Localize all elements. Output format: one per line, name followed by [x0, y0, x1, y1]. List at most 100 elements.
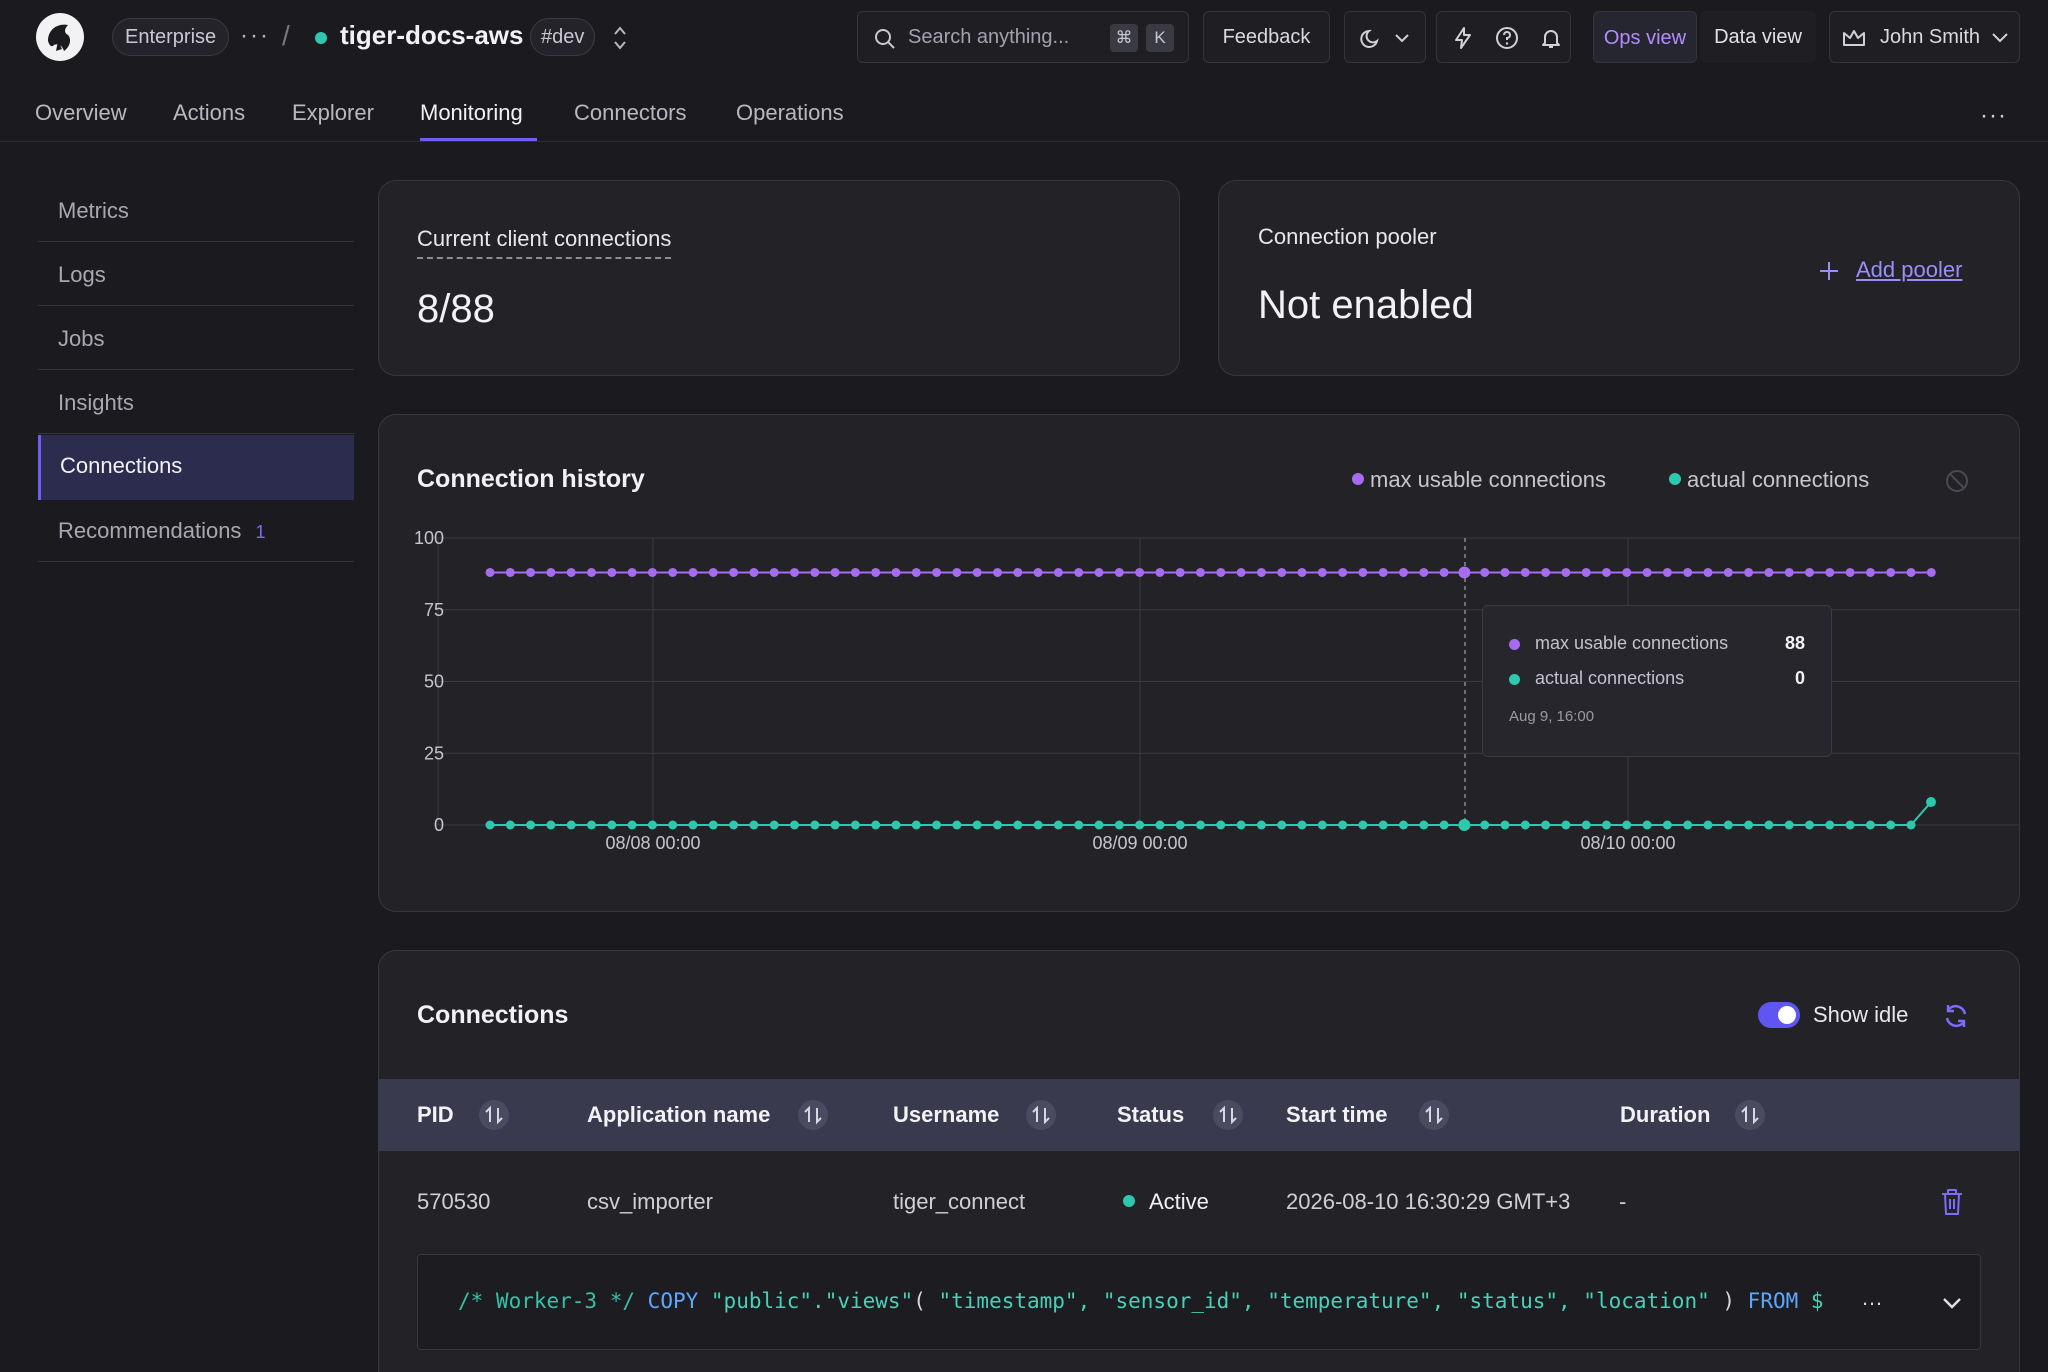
- point-max-usable[interactable]: [546, 567, 556, 577]
- legend-actual[interactable]: actual connections: [1669, 467, 1869, 493]
- point-max-usable[interactable]: [1135, 567, 1145, 577]
- sidebar-item-recommendations[interactable]: Recommendations 1: [38, 500, 354, 562]
- point-max-usable[interactable]: [1378, 567, 1388, 577]
- point-actual[interactable]: [993, 820, 1002, 830]
- point-max-usable[interactable]: [749, 567, 759, 577]
- point-actual[interactable]: [1114, 820, 1124, 830]
- point-max-usable[interactable]: [1399, 567, 1408, 577]
- sort-icon[interactable]: [797, 1099, 829, 1131]
- point-max-usable[interactable]: [1317, 567, 1327, 577]
- point-actual[interactable]: [769, 820, 779, 830]
- sort-icon[interactable]: [1734, 1099, 1766, 1131]
- sidebar-item-logs[interactable]: Logs: [38, 244, 354, 306]
- point-actual[interactable]: [932, 820, 942, 830]
- point-actual[interactable]: [647, 820, 657, 830]
- point-max-usable[interactable]: [708, 567, 718, 577]
- show-idle-toggle[interactable]: [1758, 1002, 1800, 1028]
- point-actual[interactable]: [1236, 820, 1246, 830]
- legend-max-usable[interactable]: max usable connections: [1352, 467, 1606, 493]
- point-actual[interactable]: [485, 820, 495, 830]
- search-input[interactable]: Search anything... ⌘ K: [857, 11, 1189, 63]
- point-max-usable[interactable]: [1561, 567, 1571, 577]
- point-actual[interactable]: [871, 820, 881, 830]
- user-menu-button[interactable]: John Smith: [1829, 11, 2020, 63]
- point-actual[interactable]: [505, 820, 515, 830]
- point-max-usable[interactable]: [1703, 567, 1713, 577]
- point-max-usable[interactable]: [1033, 567, 1043, 577]
- point-max-usable[interactable]: [1236, 567, 1246, 577]
- column-duration[interactable]: Duration: [1620, 1102, 1711, 1127]
- point-max-usable[interactable]: [911, 567, 921, 577]
- point-actual[interactable]: [810, 820, 820, 830]
- point-max-usable[interactable]: [668, 567, 678, 577]
- column-pid[interactable]: PID: [417, 1102, 454, 1127]
- point-max-usable[interactable]: [1155, 567, 1165, 577]
- point-max-usable[interactable]: [1825, 567, 1835, 577]
- point-actual[interactable]: [587, 820, 596, 830]
- point-actual[interactable]: [1825, 820, 1835, 830]
- ops-view-tab[interactable]: Ops view: [1593, 11, 1697, 63]
- point-actual[interactable]: [972, 820, 982, 830]
- bell-icon[interactable]: [1539, 26, 1563, 50]
- point-actual[interactable]: [1764, 820, 1774, 830]
- tab-operations[interactable]: Operations: [736, 100, 844, 125]
- point-actual[interactable]: [668, 820, 678, 830]
- point-actual[interactable]: [1805, 820, 1814, 830]
- point-max-usable[interactable]: [1662, 567, 1672, 577]
- project-switcher-icon[interactable]: [610, 24, 630, 52]
- point-max-usable[interactable]: [688, 567, 698, 577]
- point-actual[interactable]: [729, 820, 739, 830]
- point-actual[interactable]: [1642, 820, 1652, 830]
- point-max-usable[interactable]: [1622, 567, 1632, 577]
- plus-icon[interactable]: [1818, 260, 1840, 282]
- refresh-icon[interactable]: [1942, 1002, 1970, 1030]
- point-actual[interactable]: [911, 820, 921, 830]
- point-actual[interactable]: [1135, 820, 1145, 830]
- point-max-usable[interactable]: [769, 567, 779, 577]
- point-max-usable[interactable]: [891, 567, 901, 577]
- point-actual[interactable]: [1541, 820, 1551, 830]
- sort-icon[interactable]: [1025, 1099, 1057, 1131]
- sidebar-item-metrics[interactable]: Metrics: [38, 180, 354, 242]
- point-actual[interactable]: [688, 820, 698, 830]
- point-actual[interactable]: [526, 820, 536, 830]
- theme-toggle-button[interactable]: [1344, 11, 1426, 63]
- point-actual[interactable]: [1683, 820, 1693, 830]
- point-max-usable[interactable]: [1744, 567, 1754, 577]
- help-icon[interactable]: [1495, 26, 1519, 50]
- feedback-button[interactable]: Feedback: [1203, 11, 1330, 63]
- point-actual[interactable]: [546, 820, 556, 830]
- tab-overview[interactable]: Overview: [35, 100, 127, 125]
- point-max-usable[interactable]: [1602, 567, 1611, 577]
- point-actual[interactable]: [708, 820, 718, 830]
- point-actual[interactable]: [1561, 820, 1571, 830]
- point-actual[interactable]: [1053, 820, 1063, 830]
- point-max-usable[interactable]: [1216, 567, 1226, 577]
- point-max-usable[interactable]: [1764, 567, 1774, 577]
- sort-icon[interactable]: [1212, 1099, 1244, 1131]
- point-actual[interactable]: [627, 820, 637, 830]
- point-max-usable[interactable]: [566, 567, 576, 577]
- point-actual[interactable]: [1399, 820, 1408, 830]
- point-actual[interactable]: [830, 820, 840, 830]
- point-actual[interactable]: [1074, 820, 1084, 830]
- tab-monitoring[interactable]: Monitoring: [420, 100, 523, 125]
- column-username[interactable]: Username: [893, 1102, 1000, 1127]
- sidebar-item-connections[interactable]: Connections: [38, 435, 354, 500]
- point-actual[interactable]: [1338, 820, 1348, 830]
- point-actual[interactable]: [891, 820, 901, 830]
- column-status[interactable]: Status: [1117, 1102, 1185, 1127]
- point-max-usable[interactable]: [485, 567, 495, 577]
- point-max-usable[interactable]: [1458, 566, 1471, 579]
- sidebar-item-insights[interactable]: Insights: [38, 372, 354, 434]
- point-max-usable[interactable]: [1906, 567, 1916, 577]
- point-max-usable[interactable]: [729, 567, 739, 577]
- query-preview[interactable]: /* Worker-3 */ COPY "public"."views"( "t…: [417, 1254, 1981, 1350]
- point-max-usable[interactable]: [1277, 567, 1287, 577]
- point-max-usable[interactable]: [850, 567, 860, 577]
- sort-icon[interactable]: [478, 1099, 510, 1131]
- point-max-usable[interactable]: [1581, 567, 1591, 577]
- point-actual[interactable]: [1622, 820, 1632, 830]
- point-actual[interactable]: [1094, 820, 1104, 830]
- more-options-button[interactable]: ···: [1980, 102, 2007, 129]
